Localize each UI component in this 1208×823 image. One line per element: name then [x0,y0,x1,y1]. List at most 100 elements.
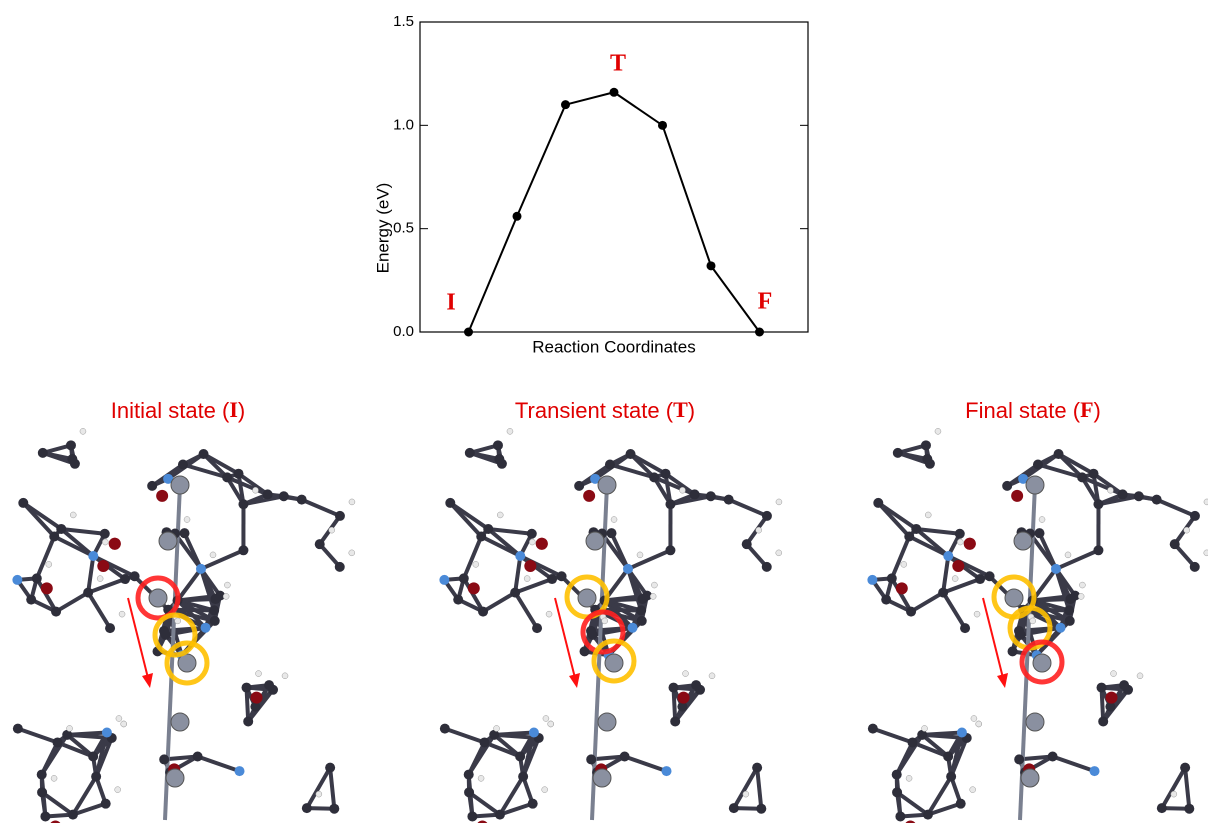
atom [493,440,503,450]
bond [464,536,481,578]
bond [88,593,110,629]
atom [494,454,504,464]
h-atom [70,512,76,518]
atom [729,803,739,813]
atom [1152,495,1162,505]
metal-atom [171,713,189,731]
metal-atom [593,769,611,787]
annotation: T [610,51,626,77]
h-atom [756,527,762,533]
atom [904,531,914,541]
atom [478,607,488,617]
atom [518,772,528,782]
atom [18,498,28,508]
atom [445,498,455,508]
h-atom [971,715,977,721]
atom [1098,716,1108,726]
atom [1093,499,1103,509]
h-atom [46,561,52,567]
atom [67,454,77,464]
atom [911,524,921,534]
bond [729,500,767,516]
o-atom [468,582,480,594]
atom [495,810,505,820]
bond [67,732,107,734]
bond [515,593,537,629]
h-atom [1111,671,1117,677]
h-atom [952,576,958,582]
h-atom [925,512,931,518]
atom [867,575,877,585]
atom [908,737,918,747]
atom [66,440,76,450]
h-atom [906,775,912,781]
panel-title-suffix: ) [1094,398,1101,423]
h-atom [957,539,963,545]
bond [943,593,965,629]
atom [628,623,638,633]
metal-atom [1026,476,1044,494]
atom [1119,680,1129,690]
bond [37,536,54,578]
atom [868,724,878,734]
metal-atom [171,476,189,494]
atom [607,528,617,538]
atom [1002,481,1012,491]
atom [464,787,474,797]
h-atom [524,576,530,582]
h-atom [67,725,73,731]
atom [439,575,449,585]
atom [1118,489,1128,499]
o-atom [964,538,976,550]
h-atom [922,725,928,731]
atom [483,524,493,534]
atom [26,595,36,605]
atom [32,573,42,583]
bond [943,556,948,593]
h-atom [970,787,976,793]
o-atom [156,490,168,502]
atom [756,804,766,814]
h-atom [494,725,500,731]
figure-canvas: Energy (eV) Reaction Coordinates 0.00.51… [0,0,1208,823]
h-atom [478,775,484,781]
atom [960,623,970,633]
atom [238,545,248,555]
y-axis-label: Energy (eV) [373,183,392,274]
point [610,88,619,97]
metal-atom [586,532,604,550]
bond [201,550,243,569]
atom [159,626,169,636]
atom [264,680,274,690]
bond [1157,500,1195,516]
atom [620,752,630,762]
atom [68,810,78,820]
atom [724,495,734,505]
atom [1056,623,1066,633]
atom [12,575,22,585]
bond [198,757,240,772]
metal-atom [149,589,167,607]
atom [649,472,659,482]
atom [335,511,345,521]
bond [56,593,88,612]
atom [706,491,716,501]
panel-title-label: I [229,397,238,422]
atom [957,727,967,737]
atom [985,571,995,581]
h-atom [119,611,125,617]
atom [586,754,596,764]
panel-title-suffix: ) [238,398,245,423]
bond [178,569,201,601]
atom [1190,562,1200,572]
h-atom [256,671,262,677]
bond [42,742,58,774]
atom [1051,564,1061,574]
h-atom [637,552,643,558]
atom [159,754,169,764]
atom [147,481,157,491]
bond [734,768,757,808]
atom [464,770,474,780]
atom [440,724,450,734]
atom [83,588,93,598]
